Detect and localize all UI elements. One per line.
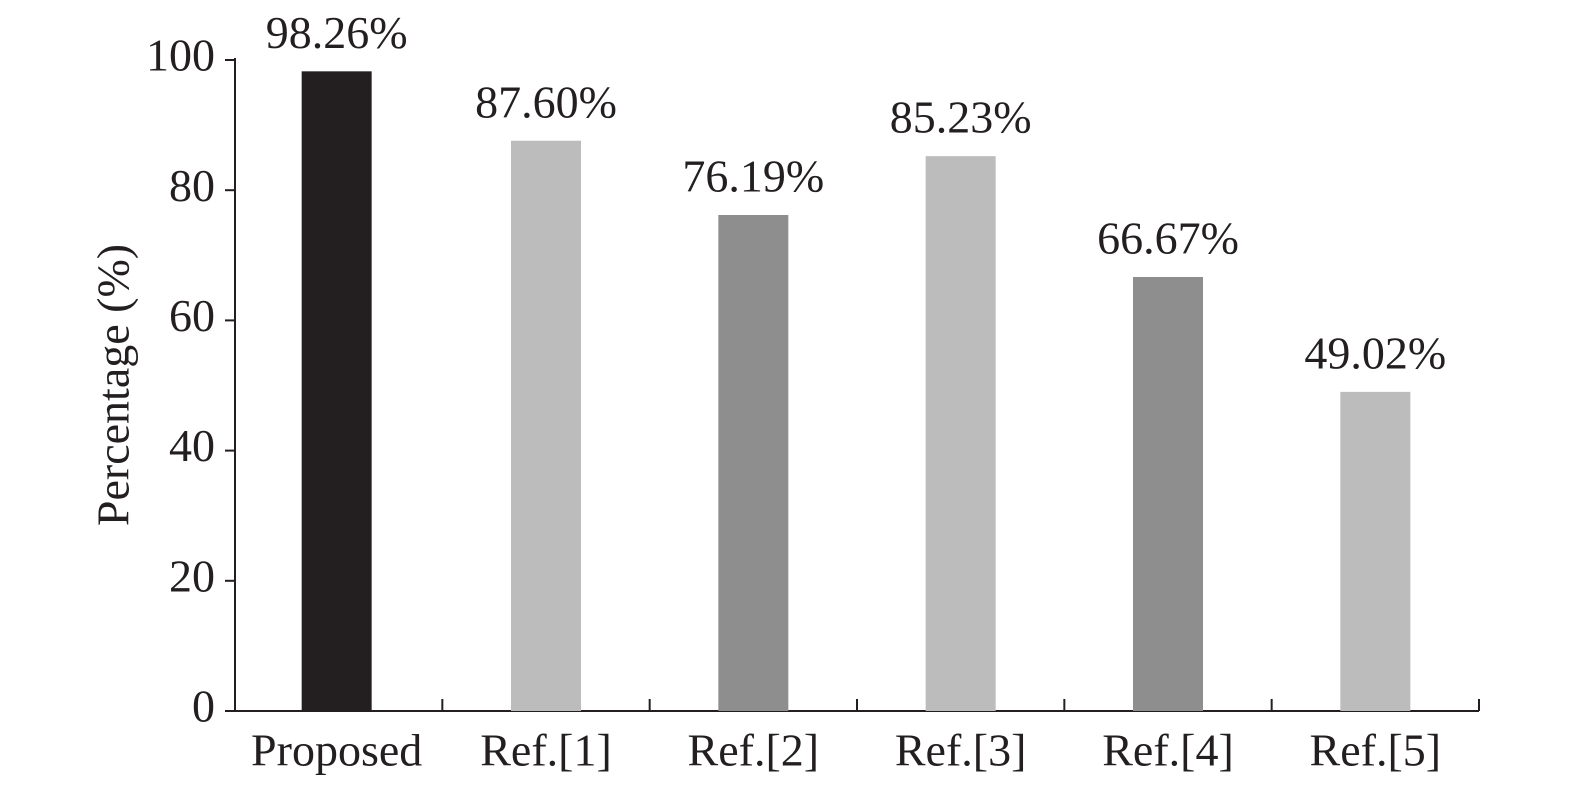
- x-tick-label: Ref.[1]: [480, 725, 612, 776]
- bar: [1133, 276, 1203, 711]
- x-tick-label: Ref.[2]: [688, 725, 820, 776]
- value-label: 49.02%: [1304, 327, 1446, 378]
- bar: [718, 215, 789, 711]
- y-axis-label: Percentage (%): [88, 244, 139, 526]
- x-tick-label: Proposed: [251, 725, 422, 776]
- bar: [511, 140, 581, 711]
- y-tick-label: 40: [169, 420, 215, 471]
- value-label: 85.23%: [890, 92, 1032, 143]
- value-label: 87.60%: [475, 76, 617, 127]
- value-label: 98.26%: [266, 7, 408, 58]
- bar: [1340, 391, 1411, 711]
- y-tick-label: 0: [192, 681, 215, 732]
- y-tick-label: 80: [169, 160, 215, 211]
- bar: [301, 71, 372, 712]
- value-label: 76.19%: [682, 151, 824, 202]
- y-tick-label: 100: [146, 30, 215, 81]
- y-tick-label: 60: [169, 290, 215, 341]
- value-label: 66.67%: [1097, 213, 1239, 264]
- bar: [925, 156, 996, 711]
- x-tick-label: Ref.[4]: [1102, 725, 1234, 776]
- y-tick-label: 20: [169, 550, 215, 601]
- x-tick-label: Ref.[3]: [895, 725, 1027, 776]
- x-tick-label: Ref.[5]: [1310, 725, 1442, 776]
